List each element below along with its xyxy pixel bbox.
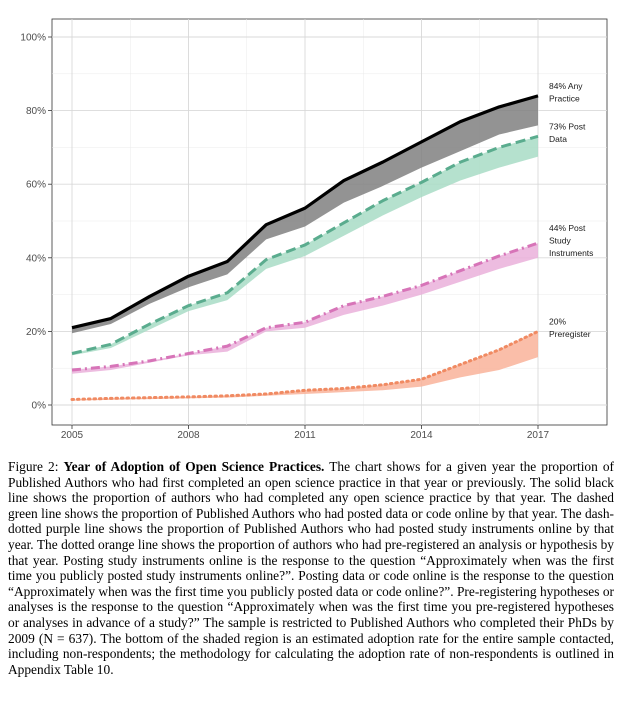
x-tick-label: 2017 (527, 430, 550, 441)
y-tick-label: 100% (20, 33, 46, 44)
y-tick-label: 80% (26, 106, 46, 117)
annotation-data: 73% Post (549, 121, 586, 131)
annotation-instruments: Instruments (549, 248, 593, 258)
x-tick-label: 2011 (294, 430, 316, 441)
line-any (71, 94, 539, 330)
caption-label: Figure 2: (8, 459, 59, 474)
caption-title: Year of Adoption of Open Science Practic… (63, 459, 325, 474)
series-lines (70, 94, 540, 401)
band-preregister (72, 331, 538, 401)
annotation-instruments: Study (549, 236, 571, 246)
caption-body: The chart shows for a given year the pro… (8, 459, 614, 677)
x-tick-label: 2014 (410, 430, 433, 441)
annotation-preregister: 20% (549, 316, 566, 326)
y-tick-label: 40% (26, 253, 46, 264)
x-tick-label: 2008 (177, 430, 200, 441)
band-any (72, 95, 538, 334)
y-tick-label: 60% (26, 180, 46, 191)
adoption-chart: 0% 20% 40% 60% 80% 100% 2005 2008 2011 2014 2017 8… (20, 18, 608, 442)
y-tick-label: 0% (32, 401, 47, 412)
line-instruments (71, 241, 539, 372)
annotation-any: 84% Any (549, 81, 583, 91)
annotation-preregister: Preregister (549, 329, 591, 339)
x-tick-label: 2005 (61, 430, 84, 441)
line-data (71, 134, 539, 355)
line-preregister (70, 329, 540, 401)
annotation-any: Practice (549, 93, 580, 103)
annotation-instruments: 44% Post (549, 223, 586, 233)
series-annotations: 84% Any Practice 73% Post Data 44% Post Study… (549, 81, 593, 339)
axis-ticks: 0% 20% 40% 60% 80% 100% 2005 2008 2011 2014 2017 (20, 33, 549, 442)
annotation-data: Data (549, 134, 567, 144)
y-tick-label: 20% (26, 327, 46, 338)
figure-caption: Figure 2: Year of Adoption of Open Scien… (8, 459, 614, 677)
